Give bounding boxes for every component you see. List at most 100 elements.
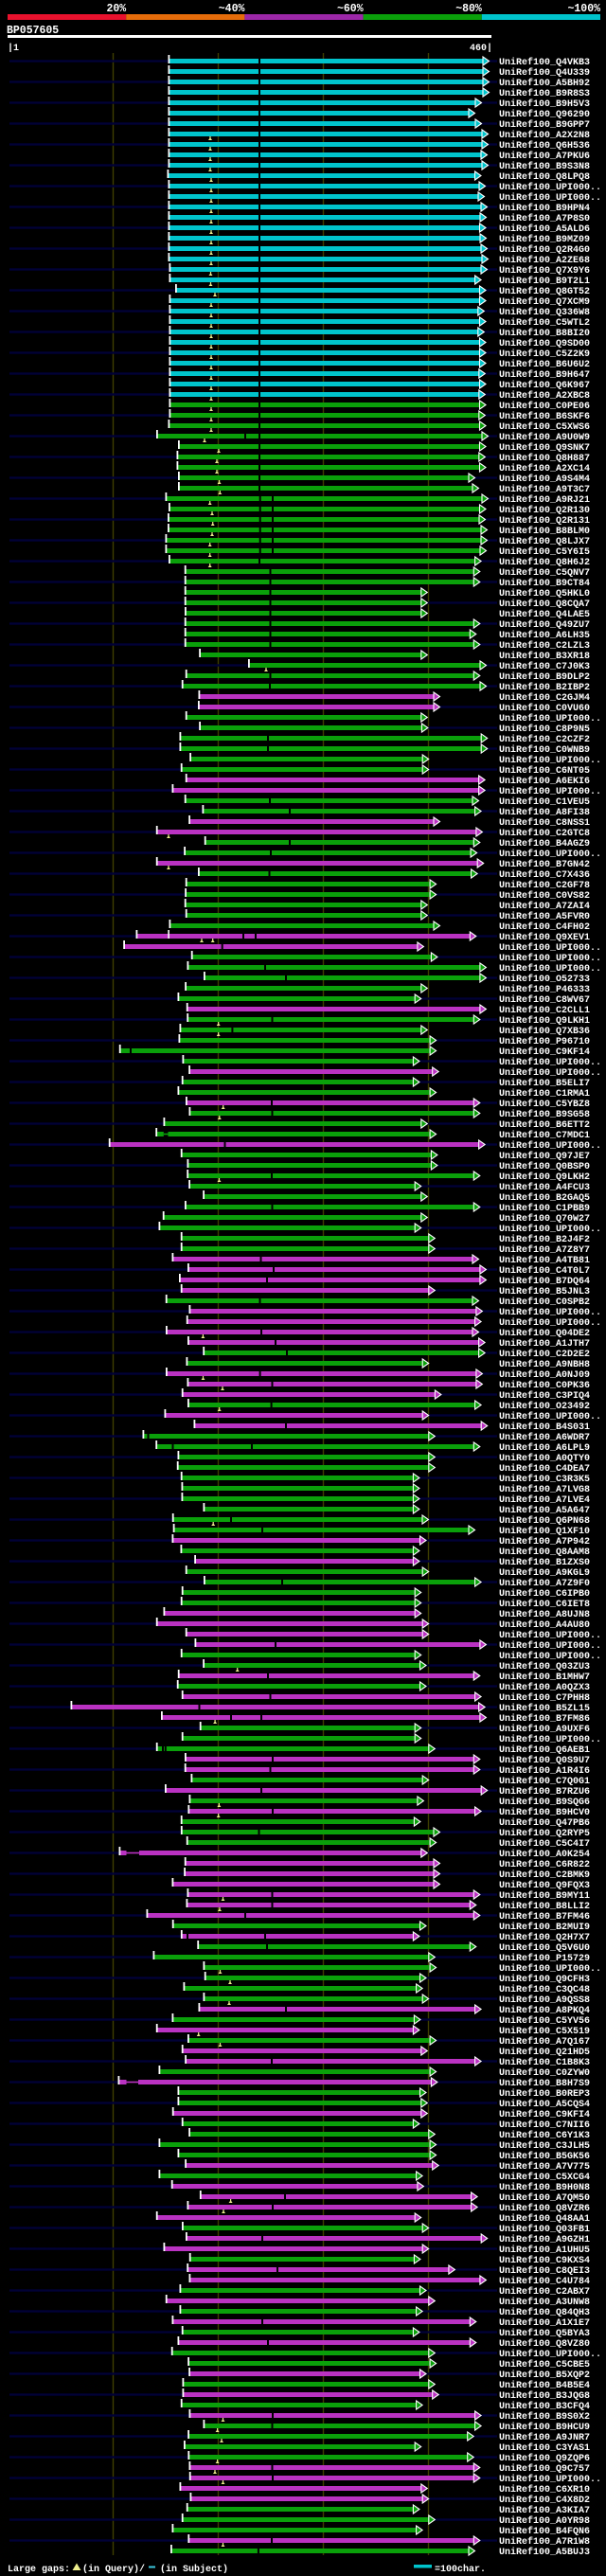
svg-text:UniRef100_C3YAS1: UniRef100_C3YAS1: [499, 2442, 590, 2454]
svg-text:UniRef100_C7PHH8: UniRef100_C7PHH8: [499, 1692, 590, 1704]
svg-text:UniRef100_Q5BYA3: UniRef100_Q5BYA3: [499, 2328, 590, 2339]
svg-text:UniRef100_Q2R130: UniRef100_Q2R130: [499, 505, 590, 516]
svg-text:UniRef100_Q8AAM8: UniRef100_Q8AAM8: [499, 1547, 590, 1558]
svg-text:UniRef100_B7FM86: UniRef100_B7FM86: [499, 1713, 590, 1725]
svg-text:UniRef100_Q84QH3: UniRef100_Q84QH3: [499, 2307, 590, 2318]
svg-text:UniRef100_B9R8S3: UniRef100_B9R8S3: [499, 88, 590, 99]
svg-text:UniRef100_Q8LPQ8: UniRef100_Q8LPQ8: [499, 171, 590, 183]
svg-text:UniRef100_C8QEI3: UniRef100_C8QEI3: [499, 2265, 590, 2277]
svg-text:~100%: ~100%: [567, 3, 600, 15]
svg-text:UniRef100_C3QC48: UniRef100_C3QC48: [499, 1984, 590, 1995]
svg-text:UniRef100_C7NII6: UniRef100_C7NII6: [499, 2120, 590, 2131]
svg-text:UniRef100_B7GN42: UniRef100_B7GN42: [499, 859, 590, 870]
svg-text:BP057605: BP057605: [7, 25, 59, 37]
svg-text:UniRef100_C0SPB2: UniRef100_C0SPB2: [499, 1297, 590, 1308]
svg-text:UniRef100_O23492: UniRef100_O23492: [499, 1401, 590, 1412]
svg-text:UniRef100_C6Y1K3: UniRef100_C6Y1K3: [499, 2130, 590, 2141]
svg-text:UniRef100_A2X2N8: UniRef100_A2X2N8: [499, 130, 590, 141]
svg-text:UniRef100_A1X1E7: UniRef100_A1X1E7: [499, 2317, 590, 2329]
svg-text:UniRef100_A5CQS4: UniRef100_A5CQS4: [499, 2099, 590, 2110]
svg-text:UniRef100_C6R822: UniRef100_C6R822: [499, 1859, 590, 1870]
svg-text:UniRef100_A4AU80: UniRef100_A4AU80: [499, 1619, 590, 1631]
svg-text:UniRef100_UPI000..: UniRef100_UPI000..: [499, 1067, 601, 1079]
svg-text:UniRef100_A5BUJ3: UniRef100_A5BUJ3: [499, 2547, 590, 2558]
svg-text:UniRef100_C5WTL2: UniRef100_C5WTL2: [499, 317, 590, 329]
svg-text:UniRef100_Q9LKH2: UniRef100_Q9LKH2: [499, 1172, 590, 1183]
svg-text:UniRef100_C8WV67: UniRef100_C8WV67: [499, 994, 590, 1006]
svg-text:UniRef100_C8P9N5: UniRef100_C8P9N5: [499, 724, 590, 735]
svg-text:UniRef100_B9HCV0: UniRef100_B9HCV0: [499, 1807, 590, 1818]
svg-text:UniRef100_UPI000..: UniRef100_UPI000..: [499, 786, 601, 797]
svg-text:UniRef100_Q49ZU7: UniRef100_Q49ZU7: [499, 619, 590, 631]
svg-text:UniRef100_Q47PB6: UniRef100_Q47PB6: [499, 1817, 590, 1829]
svg-text:UniRef100_Q8VZR6: UniRef100_Q8VZR6: [499, 2203, 590, 2214]
svg-text:UniRef100_Q48AA1: UniRef100_Q48AA1: [499, 2213, 590, 2225]
svg-text:UniRef100_C0WNB9: UniRef100_C0WNB9: [499, 744, 590, 756]
svg-text:UniRef100_A5FVR0: UniRef100_A5FVR0: [499, 911, 590, 922]
svg-text:UniRef100_C0ZYW0: UniRef100_C0ZYW0: [499, 2067, 590, 2079]
svg-text:|1: |1: [8, 43, 19, 54]
svg-text:UniRef100_C5QNV7: UniRef100_C5QNV7: [499, 567, 590, 579]
svg-text:UniRef100_Q6AEB1: UniRef100_Q6AEB1: [499, 1744, 590, 1756]
svg-text:UniRef100_A7ZAI4: UniRef100_A7ZAI4: [499, 901, 590, 912]
svg-text:UniRef100_C2GJM4: UniRef100_C2GJM4: [499, 692, 590, 704]
svg-text:UniRef100_A5ALD6: UniRef100_A5ALD6: [499, 224, 590, 235]
svg-text:UniRef100_B6ETT2: UniRef100_B6ETT2: [499, 1119, 590, 1131]
svg-text:UniRef100_Q9CFH3: UniRef100_Q9CFH3: [499, 1974, 590, 1985]
svg-text:UniRef100_C7MDC1: UniRef100_C7MDC1: [499, 1130, 590, 1141]
svg-text:UniRef100_C0PK36: UniRef100_C0PK36: [499, 1380, 590, 1391]
svg-text:UniRef100_A6LH35: UniRef100_A6LH35: [499, 630, 590, 641]
svg-text:UniRef100_Q21HD5: UniRef100_Q21HD5: [499, 2047, 590, 2058]
svg-text:UniRef100_C7Q0G1: UniRef100_C7Q0G1: [499, 1776, 590, 1787]
svg-text:UniRef100_C1VEU5: UniRef100_C1VEU5: [499, 796, 590, 808]
svg-text:UniRef100_B9H0N8: UniRef100_B9H0N8: [499, 2182, 590, 2193]
svg-text:UniRef100_A7V775: UniRef100_A7V775: [499, 2161, 590, 2173]
svg-text:Large gaps:: Large gaps:: [8, 2565, 70, 2575]
svg-text:UniRef100_UPI000..: UniRef100_UPI000..: [499, 182, 601, 193]
svg-text:UniRef100_UPI000..: UniRef100_UPI000..: [499, 1140, 601, 1152]
svg-text:UniRef100_B5JNL3: UniRef100_B5JNL3: [499, 1286, 590, 1297]
svg-text:UniRef100_A7R1W8: UniRef100_A7R1W8: [499, 2536, 590, 2548]
svg-text:UniRef100_Q04DE2: UniRef100_Q04DE2: [499, 1328, 590, 1339]
svg-text:UniRef100_UPI000..: UniRef100_UPI000..: [499, 963, 601, 975]
svg-text:UniRef100_B9S0X2: UniRef100_B9S0X2: [499, 2411, 590, 2423]
svg-text:UniRef100_B7RZU6: UniRef100_B7RZU6: [499, 1786, 590, 1798]
svg-text:UniRef100_A5BH92: UniRef100_A5BH92: [499, 78, 590, 89]
svg-text:UniRef100_Q5HKL0: UniRef100_Q5HKL0: [499, 588, 590, 599]
svg-text:UniRef100_B4S031: UniRef100_B4S031: [499, 1422, 590, 1433]
svg-text:UniRef100_B9HPN4: UniRef100_B9HPN4: [499, 203, 590, 214]
svg-text:UniRef100_A6EKI6: UniRef100_A6EKI6: [499, 776, 590, 787]
svg-text:UniRef100_A2XC14: UniRef100_A2XC14: [499, 463, 590, 474]
svg-text:UniRef100_Q8H887: UniRef100_Q8H887: [499, 453, 590, 464]
svg-text:UniRef100_Q6PN68: UniRef100_Q6PN68: [499, 1515, 590, 1527]
svg-text:UniRef100_C3R3K5: UniRef100_C3R3K5: [499, 1474, 590, 1485]
svg-text:UniRef100_A7LVG8: UniRef100_A7LVG8: [499, 1484, 590, 1495]
svg-text:UniRef100_B9MZ09: UniRef100_B9MZ09: [499, 234, 590, 245]
svg-text:UniRef100_C3PIQ4: UniRef100_C3PIQ4: [499, 1390, 590, 1402]
svg-text:UniRef100_A7PKU6: UniRef100_A7PKU6: [499, 151, 590, 162]
svg-text:UniRef100_Q4U339: UniRef100_Q4U339: [499, 67, 590, 79]
svg-text:~60%: ~60%: [337, 3, 364, 15]
svg-text:UniRef100_Q2R131: UniRef100_Q2R131: [499, 515, 590, 527]
svg-text:UniRef100_C5XWS6: UniRef100_C5XWS6: [499, 421, 590, 433]
svg-text:UniRef100_A8UJN8: UniRef100_A8UJN8: [499, 1609, 590, 1620]
svg-text:UniRef100_B0REP3: UniRef100_B0REP3: [499, 2088, 590, 2100]
svg-text:UniRef100_B2GAQ5: UniRef100_B2GAQ5: [499, 1192, 590, 1204]
svg-text:UniRef100_C5C4I7: UniRef100_C5C4I7: [499, 1838, 590, 1850]
svg-text:UniRef100_B9SQG6: UniRef100_B9SQG6: [499, 1797, 590, 1808]
svg-text:UniRef100_UPI000..: UniRef100_UPI000..: [499, 2349, 601, 2360]
svg-text:UniRef100_C2CZF2: UniRef100_C2CZF2: [499, 734, 590, 745]
svg-text:UniRef100_B1ZXS0: UniRef100_B1ZXS0: [499, 1557, 590, 1568]
svg-text:=100char.: =100char.: [435, 2564, 486, 2575]
svg-text:UniRef100_Q2RYP5: UniRef100_Q2RYP5: [499, 1828, 590, 1839]
svg-text:UniRef100_B2IBP2: UniRef100_B2IBP2: [499, 682, 590, 693]
svg-text:UniRef100_UPI000..: UniRef100_UPI000..: [499, 192, 601, 204]
svg-text:UniRef100_P46333: UniRef100_P46333: [499, 984, 590, 995]
svg-text:UniRef100_Q9XEV1: UniRef100_Q9XEV1: [499, 932, 590, 943]
svg-text:UniRef100_UPI000..: UniRef100_UPI000..: [499, 2474, 601, 2485]
svg-text:UniRef100_Q5V6U0: UniRef100_Q5V6U0: [499, 1942, 590, 1954]
svg-text:UniRef100_A9QSS8: UniRef100_A9QSS8: [499, 1995, 590, 2006]
svg-text:UniRef100_B9DLP2: UniRef100_B9DLP2: [499, 671, 590, 683]
svg-text:UniRef100_Q4LAE5: UniRef100_Q4LAE5: [499, 609, 590, 620]
svg-text:UniRef100_B3JQG8: UniRef100_B3JQG8: [499, 2390, 590, 2402]
